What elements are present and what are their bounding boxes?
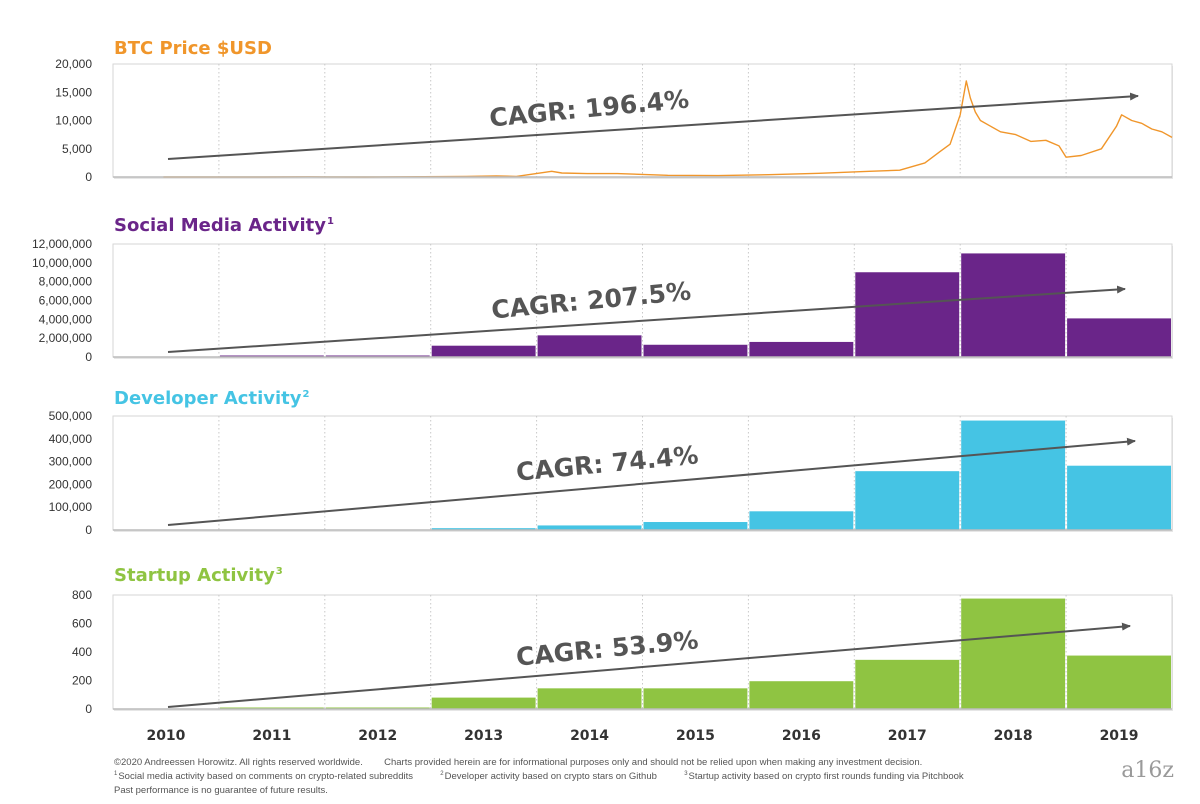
y-tick-label: 300,000 — [49, 455, 93, 469]
bar-2014 — [537, 525, 642, 530]
cagr-arrow — [167, 437, 1136, 526]
bar-2018 — [961, 253, 1066, 357]
y-tick-label: 2,000,000 — [39, 331, 93, 345]
y-tick-label: 500,000 — [49, 409, 93, 423]
past-performance-text: Past performance is no guarantee of futu… — [114, 785, 328, 796]
bar-2019 — [1067, 318, 1171, 357]
cagr-arrow — [167, 622, 1131, 708]
bar-2015 — [643, 344, 748, 357]
x-tick-label-2011: 2011 — [252, 728, 291, 744]
cagr-arrow — [167, 285, 1126, 353]
bar-2015 — [643, 522, 748, 530]
x-tick-label-2015: 2015 — [676, 728, 715, 744]
y-tick-label: 400 — [72, 645, 92, 659]
y-tick-label: 100,000 — [49, 500, 93, 514]
footnote-1: Social media activity based on comments … — [118, 771, 413, 782]
y-tick-label: 5,000 — [62, 142, 92, 156]
y-tick-label: 0 — [85, 523, 92, 537]
footnote-marker: 1 — [326, 216, 334, 227]
bar-2013 — [431, 528, 536, 530]
copyright-text: ©2020 Andreessen Horowitz. All rights re… — [114, 757, 363, 768]
footnote-3: Startup activity based on crypto first r… — [688, 771, 964, 782]
footer-line-1: ©2020 Andreessen Horowitz. All rights re… — [114, 757, 922, 768]
bar-2014 — [537, 335, 642, 357]
bar-2015 — [643, 688, 748, 709]
bar-2013 — [431, 697, 536, 709]
social-media-title: Social Media Activity1 — [114, 215, 334, 236]
bar-2013 — [431, 345, 536, 357]
y-tick-label: 10,000,000 — [32, 256, 92, 270]
y-tick-label: 6,000,000 — [39, 294, 93, 308]
y-tick-label: 4,000,000 — [39, 312, 93, 326]
x-tick-label-2016: 2016 — [782, 728, 821, 744]
bar-2017 — [855, 471, 960, 530]
y-tick-label: 0 — [85, 170, 92, 184]
x-tick-label-2014: 2014 — [570, 728, 609, 744]
footnote-marker: 3 — [275, 566, 283, 577]
cagr-arrow — [167, 92, 1139, 160]
bar-2019 — [1067, 655, 1171, 709]
y-tick-label: 200 — [72, 674, 92, 688]
x-tick-label-2010: 2010 — [146, 728, 185, 744]
footer-line-3: Past performance is no guarantee of futu… — [114, 785, 328, 796]
btc-price-title: BTC Price $USD — [114, 38, 272, 59]
bar-2018 — [961, 420, 1066, 530]
bar-2019 — [1067, 465, 1171, 530]
y-tick-label: 800 — [72, 588, 92, 602]
bar-2017 — [855, 659, 960, 709]
y-tick-label: 8,000,000 — [39, 275, 93, 289]
startup-activity-title: Startup Activity3 — [114, 565, 283, 586]
bar-2014 — [537, 688, 642, 709]
y-tick-label: 0 — [85, 702, 92, 716]
y-tick-label: 20,000 — [55, 57, 92, 71]
y-tick-label: 15,000 — [55, 85, 92, 99]
y-tick-label: 0 — [85, 350, 92, 364]
footnote-marker: 2 — [302, 389, 310, 400]
x-tick-label-2013: 2013 — [464, 728, 503, 744]
y-tick-label: 200,000 — [49, 477, 93, 491]
disclaimer-text: Charts provided herein are for informati… — [384, 757, 923, 768]
bar-2016 — [749, 681, 854, 709]
bar-2017 — [855, 272, 960, 357]
y-tick-label: 600 — [72, 617, 92, 631]
developer-activity-title: Developer Activity2 — [114, 388, 310, 409]
bar-2018 — [961, 598, 1066, 709]
bar-2016 — [749, 511, 854, 530]
bar-2016 — [749, 341, 854, 357]
y-tick-label: 12,000,000 — [32, 237, 92, 251]
y-tick-label: 10,000 — [55, 114, 92, 128]
a16z-logo: a16z — [1121, 758, 1174, 783]
x-tick-label-2019: 2019 — [1100, 728, 1139, 744]
x-tick-label-2012: 2012 — [358, 728, 397, 744]
x-tick-label-2018: 2018 — [994, 728, 1033, 744]
btc-price-line — [163, 80, 1173, 178]
footnote-2: Developer activity based on crypto stars… — [444, 771, 657, 782]
y-tick-label: 400,000 — [49, 432, 93, 446]
footer-line-2: 1Social media activity based on comments… — [114, 771, 964, 782]
x-tick-label-2017: 2017 — [888, 728, 927, 744]
